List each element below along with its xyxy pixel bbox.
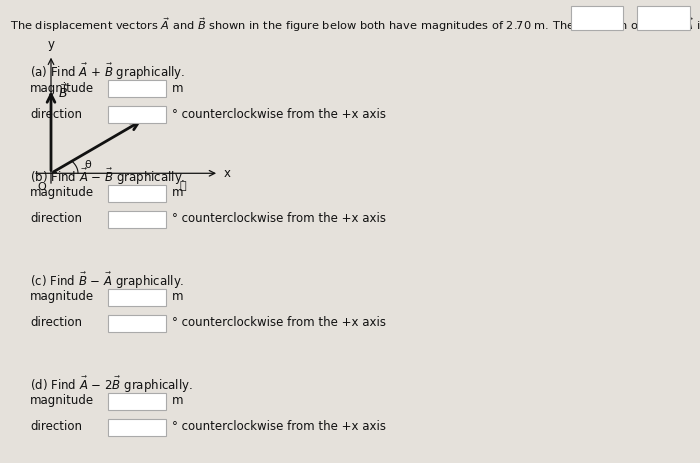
Text: ⓘ: ⓘ	[180, 181, 186, 191]
Text: m: m	[172, 186, 183, 199]
FancyBboxPatch shape	[108, 419, 166, 436]
FancyBboxPatch shape	[108, 106, 166, 124]
Text: magnitude: magnitude	[30, 290, 94, 303]
Text: (d) Find $\vec{A}$ $-$ 2$\vec{B}$ graphically.: (d) Find $\vec{A}$ $-$ 2$\vec{B}$ graphi…	[30, 375, 193, 395]
Text: m: m	[172, 394, 183, 407]
FancyBboxPatch shape	[108, 289, 166, 306]
Text: ° counterclockwise from the +x axis: ° counterclockwise from the +x axis	[172, 108, 386, 121]
FancyBboxPatch shape	[108, 81, 166, 97]
Text: direction: direction	[30, 108, 82, 121]
Text: O: O	[38, 182, 46, 192]
Text: y: y	[48, 38, 55, 51]
FancyBboxPatch shape	[108, 211, 166, 228]
Text: ° counterclockwise from the +x axis: ° counterclockwise from the +x axis	[172, 212, 386, 225]
Text: m: m	[172, 290, 183, 303]
Text: m: m	[172, 82, 183, 95]
Text: direction: direction	[30, 212, 82, 225]
Text: x: x	[224, 167, 231, 180]
Text: direction: direction	[30, 420, 82, 433]
Text: (a) Find $\vec{A}$ + $\vec{B}$ graphically.: (a) Find $\vec{A}$ + $\vec{B}$ graphical…	[30, 63, 186, 82]
Text: magnitude: magnitude	[30, 82, 94, 95]
Text: θ: θ	[84, 160, 91, 170]
Text: ° counterclockwise from the +x axis: ° counterclockwise from the +x axis	[172, 420, 386, 433]
Text: direction: direction	[30, 316, 82, 329]
Text: The displacement vectors $\vec{A}$ and $\vec{B}$ shown in the figure below both : The displacement vectors $\vec{A}$ and $…	[10, 17, 700, 34]
Text: (c) Find $\vec{B}$ $-$ $\vec{A}$ graphically.: (c) Find $\vec{B}$ $-$ $\vec{A}$ graphic…	[30, 271, 185, 291]
FancyBboxPatch shape	[108, 185, 166, 201]
Text: $\vec{A}$: $\vec{A}$	[150, 109, 160, 126]
FancyBboxPatch shape	[108, 315, 166, 332]
Text: (b) Find $\vec{A}$ $-$ $\vec{B}$ graphically.: (b) Find $\vec{A}$ $-$ $\vec{B}$ graphic…	[30, 167, 186, 187]
Text: ° counterclockwise from the +x axis: ° counterclockwise from the +x axis	[172, 316, 386, 329]
Text: magnitude: magnitude	[30, 394, 94, 407]
Text: $\vec{B}$: $\vec{B}$	[58, 84, 68, 101]
Text: magnitude: magnitude	[30, 186, 94, 199]
FancyBboxPatch shape	[108, 393, 166, 410]
